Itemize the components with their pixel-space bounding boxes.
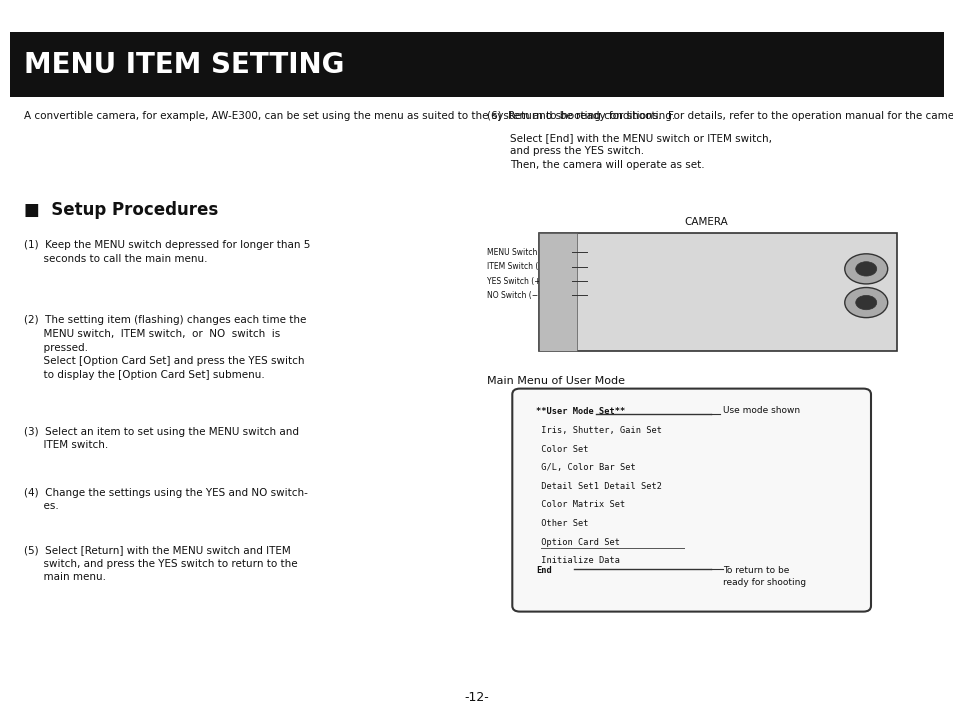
Text: NO Switch (−)—: NO Switch (−)— — [486, 291, 548, 300]
Text: ■  Setup Procedures: ■ Setup Procedures — [24, 201, 218, 219]
Text: CAMERA: CAMERA — [683, 217, 727, 227]
Text: Select [End] with the MENU switch or ITEM switch,
and press the YES switch.
Then: Select [End] with the MENU switch or ITE… — [510, 133, 772, 170]
Ellipse shape — [855, 295, 876, 310]
FancyBboxPatch shape — [512, 389, 870, 612]
Text: To return to be
ready for shooting: To return to be ready for shooting — [722, 566, 805, 587]
Text: A convertible camera, for example, AW-E300, can be set using the menu as suited : A convertible camera, for example, AW-E3… — [24, 111, 953, 121]
Bar — [10, 32, 943, 97]
Text: (5)  Select [Return] with the MENU switch and ITEM
      switch, and press the Y: (5) Select [Return] with the MENU switch… — [24, 545, 297, 582]
Text: G/L, Color Bar Set: G/L, Color Bar Set — [536, 463, 636, 473]
Text: (2)  The setting item (flashing) changes each time the
      MENU switch,  ITEM : (2) The setting item (flashing) changes … — [24, 315, 306, 380]
Text: (1)  Keep the MENU switch depressed for longer than 5
      seconds to call the : (1) Keep the MENU switch depressed for l… — [24, 240, 310, 264]
Text: (4)  Change the settings using the YES and NO switch-
      es.: (4) Change the settings using the YES an… — [24, 488, 308, 511]
Text: Color Set: Color Set — [536, 445, 588, 454]
Text: -12-: -12- — [464, 691, 489, 704]
Text: MENU ITEM SETTING: MENU ITEM SETTING — [24, 50, 344, 79]
Ellipse shape — [844, 288, 887, 318]
Text: (3)  Select an item to set using the MENU switch and
      ITEM switch.: (3) Select an item to set using the MENU… — [24, 427, 298, 450]
Text: ITEM Switch (↓)—: ITEM Switch (↓)— — [486, 262, 555, 271]
Text: **User Mode Set**: **User Mode Set** — [536, 407, 625, 417]
Bar — [538, 233, 896, 351]
Ellipse shape — [855, 262, 876, 276]
Ellipse shape — [844, 254, 887, 284]
Text: Other Set: Other Set — [536, 519, 588, 528]
Text: Color Matrix Set: Color Matrix Set — [536, 500, 625, 510]
Text: Main Menu of User Mode: Main Menu of User Mode — [486, 376, 624, 386]
Text: Detail Set1 Detail Set2: Detail Set1 Detail Set2 — [536, 482, 661, 491]
Text: Use mode shown: Use mode shown — [722, 406, 800, 414]
Text: Iris, Shutter, Gain Set: Iris, Shutter, Gain Set — [536, 426, 661, 435]
Text: MENU Switch (↑)—: MENU Switch (↑)— — [486, 248, 558, 257]
Text: (6)  Return to be ready for shooting.: (6) Return to be ready for shooting. — [486, 111, 674, 121]
Text: End: End — [536, 566, 552, 576]
Text: Option Card Set: Option Card Set — [536, 538, 619, 547]
Text: YES Switch (+)—: YES Switch (+)— — [486, 277, 550, 285]
Text: Initialize Data: Initialize Data — [536, 556, 619, 566]
Bar — [538, 233, 577, 351]
